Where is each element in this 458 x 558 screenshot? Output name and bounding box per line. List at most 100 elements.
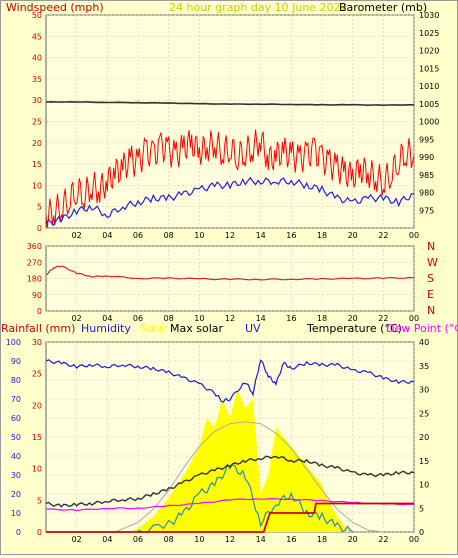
average-wind-series (45, 176, 415, 226)
barometer-series (45, 100, 414, 107)
legend-rainfall: Rainfall (mm) (1, 322, 75, 335)
windspeed-tick-label: 50 (32, 11, 42, 20)
temperature-tick-label: 20 (419, 433, 429, 442)
windspeed-tick-label: 35 (32, 75, 42, 84)
x-tick-label: 00 (409, 314, 419, 323)
humidity-tick-label: 90 (11, 357, 21, 366)
rainfall-tick-label: 15 (32, 433, 42, 442)
humidity-tick-label: 40 (11, 452, 21, 461)
legend-max-solar: Max solar (170, 322, 223, 335)
direction-letters: N W S E N (427, 240, 438, 317)
barometer-axis-title: Barometer (mb) (339, 1, 427, 14)
rainfall-tick-label: 5 (37, 496, 42, 505)
dir-label-e: E (427, 288, 434, 301)
x-tick-label: 12 (225, 231, 235, 240)
humidity-tick-label: 20 (11, 490, 21, 499)
x-tick-label: 20 (348, 231, 358, 240)
windspeed-tick-label: 15 (32, 160, 42, 169)
x-tick-label: 06 (133, 231, 143, 240)
barometer-tick-label: 990 (419, 153, 434, 162)
rainfall-tick-label: 25 (32, 370, 42, 379)
x-tick-label: 16 (286, 314, 296, 323)
windspeed-tick-label: 0 (37, 224, 42, 233)
x-tick-label: 22 (378, 231, 388, 240)
x-tick-label: 04 (102, 231, 112, 240)
x-tick-label: 02 (72, 535, 82, 544)
x-tick-label: 16 (286, 231, 296, 240)
legend-temperature: Temperature (°C) (306, 322, 402, 335)
temperature-series (45, 455, 415, 508)
x-tick-label: 22 (378, 314, 388, 323)
x-tick-label: 14 (256, 231, 266, 240)
dir-label-s: S (427, 272, 434, 285)
windspeed-tick-label: 40 (32, 54, 42, 63)
direction-tick-label: 90 (32, 291, 42, 300)
barometer-tick-label: 1030 (419, 11, 439, 20)
humidity-tick-label: 30 (11, 471, 21, 480)
direction-tick-label: 180 (27, 275, 42, 284)
wind-direction-series (45, 265, 415, 281)
barometer-tick-label: 1020 (419, 47, 439, 56)
x-tick-label: 20 (348, 314, 358, 323)
windspeed-axis-title: Windspeed (mph) (6, 1, 104, 14)
grid-lines (46, 14, 415, 533)
direction-tick-label: 0 (37, 307, 42, 316)
x-tick-label: 04 (102, 314, 112, 323)
rainfall-series (46, 502, 414, 533)
temperature-tick-label: 0 (419, 528, 424, 537)
windspeed-tick-label: 25 (32, 118, 42, 127)
x-tick-label: 10 (194, 535, 204, 544)
barometer-tick-label: 1025 (419, 29, 439, 38)
series-layer (45, 100, 415, 533)
x-tick-label: 18 (317, 314, 327, 323)
windspeed-tick-label: 5 (37, 203, 42, 212)
x-tick-label: 00 (409, 231, 419, 240)
humidity-tick-label: 60 (11, 414, 21, 423)
x-tick-label: 02 (72, 231, 82, 240)
solar-series (130, 389, 353, 532)
graph-title: 24 hour graph day 10 June 2022 (169, 1, 348, 14)
windspeed-tick-label: 10 (32, 181, 42, 190)
x-tick-label: 16 (286, 535, 296, 544)
temperature-tick-label: 5 (419, 504, 424, 513)
legend-solar: Solar (140, 322, 169, 335)
x-tick-label: 20 (348, 535, 358, 544)
temperature-tick-label: 15 (419, 457, 429, 466)
max-solar-series (114, 421, 384, 533)
barometer-tick-label: 975 (419, 206, 434, 215)
barometer-tick-label: 995 (419, 135, 434, 144)
x-tick-label: 02 (72, 314, 82, 323)
barometer-tick-label: 985 (419, 171, 434, 180)
temperature-tick-label: 25 (419, 409, 429, 418)
barometer-tick-label: 980 (419, 189, 434, 198)
barometer-tick-label: 1010 (419, 82, 439, 91)
x-tick-label: 18 (317, 231, 327, 240)
legend-uv: UV (245, 322, 261, 335)
x-tick-label: 14 (256, 314, 266, 323)
humidity-tick-label: 10 (11, 509, 21, 518)
barometer-tick-label: 1005 (419, 100, 439, 109)
legend-dew-point: Dew Point (°C) (386, 322, 457, 335)
dir-label-n-top: N (427, 240, 435, 253)
temperature-tick-label: 30 (419, 386, 429, 395)
dir-label-w: W (427, 256, 438, 269)
windspeed-tick-label: 45 (32, 32, 42, 41)
humidity-tick-label: 80 (11, 376, 21, 385)
rainfall-tick-label: 10 (32, 465, 42, 474)
humidity-tick-label: 100 (6, 338, 21, 347)
windspeed-tick-label: 30 (32, 96, 42, 105)
rainfall-tick-label: 20 (32, 401, 42, 410)
dir-label-n-bottom: N (427, 304, 435, 317)
windspeed-series (45, 129, 415, 229)
x-tick-label: 12 (225, 535, 235, 544)
x-tick-label: 08 (164, 314, 174, 323)
windspeed-tick-label: 20 (32, 139, 42, 148)
x-tick-label: 06 (133, 535, 143, 544)
rainfall-tick-label: 30 (32, 338, 42, 347)
direction-tick-label: 360 (27, 242, 42, 251)
x-tick-label: 08 (164, 231, 174, 240)
direction-tick-label: 270 (27, 258, 42, 267)
x-tick-label: 14 (256, 535, 266, 544)
